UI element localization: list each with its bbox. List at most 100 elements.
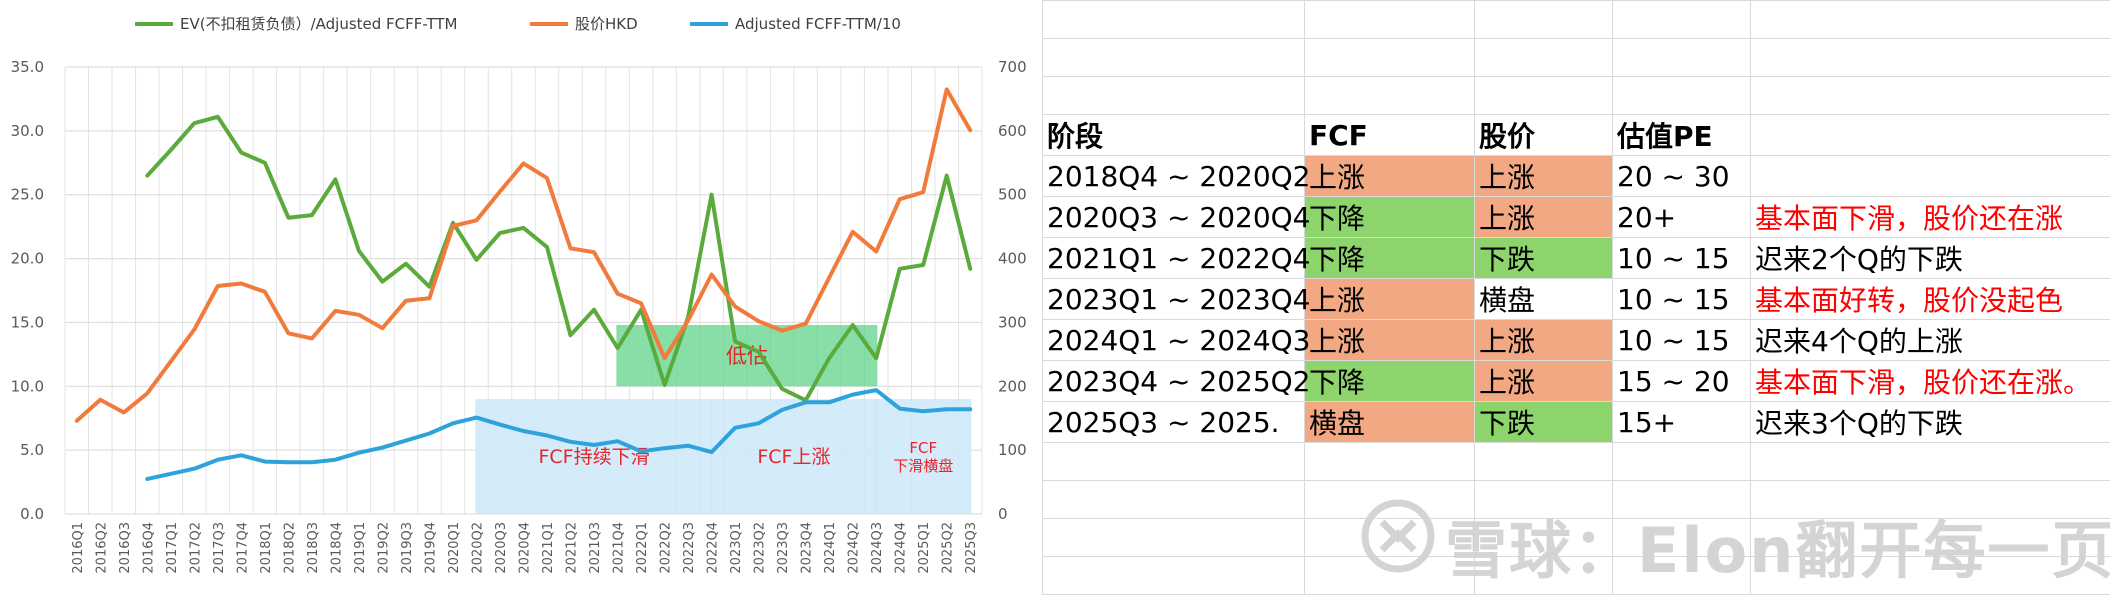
stage-cell[interactable]: 2021Q1 ~ 2022Q4 xyxy=(1042,237,1310,279)
note-cell[interactable]: 基本面下滑，股价还在涨 xyxy=(1750,196,2110,238)
empty-cell[interactable] xyxy=(1612,0,1751,39)
pe-cell[interactable]: 20 ~ 30 xyxy=(1612,155,1751,197)
header-cell[interactable]: FCF xyxy=(1304,114,1475,156)
x-tick-label: 2022Q1 xyxy=(635,522,650,574)
empty-cell[interactable] xyxy=(1042,442,1305,481)
empty-cell[interactable] xyxy=(1304,0,1475,39)
empty-cell[interactable] xyxy=(1042,76,1305,115)
pe-cell[interactable]: 10 ~ 15 xyxy=(1612,319,1751,361)
price-cell[interactable]: 上涨 xyxy=(1474,360,1613,402)
empty-cell[interactable] xyxy=(1750,38,2110,77)
note-cell[interactable] xyxy=(1750,155,2110,197)
empty-cell[interactable] xyxy=(1304,518,1475,557)
empty-cell[interactable] xyxy=(1304,38,1475,77)
empty-cell[interactable] xyxy=(1042,556,1305,595)
fcf-cell[interactable]: 横盘 xyxy=(1304,401,1475,443)
table-row xyxy=(1042,76,2110,115)
x-tick-label: 2016Q2 xyxy=(94,522,109,574)
stage-cell[interactable]: 2023Q4 ~ 2025Q2 xyxy=(1042,360,1310,402)
x-tick-label: 2018Q4 xyxy=(329,522,344,574)
x-tick-label: 2020Q4 xyxy=(518,522,533,574)
price-cell[interactable]: 上涨 xyxy=(1474,319,1613,361)
empty-cell[interactable] xyxy=(1612,556,1751,595)
note-cell[interactable]: 基本面好转，股价没起色 xyxy=(1750,278,2110,320)
empty-cell[interactable] xyxy=(1750,442,2110,481)
empty-cell[interactable] xyxy=(1042,0,1305,39)
empty-cell[interactable] xyxy=(1750,518,2110,557)
annotation-box xyxy=(875,399,972,514)
x-tick-label: 2017Q3 xyxy=(212,522,227,574)
table-row: 2025Q3 ~ 2025. 横盘 下跌 15+ 迟来3个Q的下跌 xyxy=(1042,401,2110,443)
pe-cell[interactable]: 15+ xyxy=(1612,401,1751,443)
empty-cell[interactable] xyxy=(1612,38,1751,77)
header-cell[interactable]: 股价 xyxy=(1474,114,1613,156)
x-tick-label: 2019Q4 xyxy=(423,522,438,574)
empty-cell[interactable] xyxy=(1474,0,1613,39)
stage-cell[interactable]: 2023Q1 ~ 2023Q4 xyxy=(1042,278,1310,320)
note-cell[interactable]: 迟来3个Q的下跌 xyxy=(1750,401,2110,443)
pe-cell[interactable]: 10 ~ 15 xyxy=(1612,278,1751,320)
note-cell[interactable]: 基本面下滑，股价还在涨。 xyxy=(1750,360,2110,402)
empty-cell[interactable] xyxy=(1612,480,1751,519)
price-cell[interactable]: 下跌 xyxy=(1474,401,1613,443)
fcf-cell[interactable]: 上涨 xyxy=(1304,319,1475,361)
table-row: 2023Q4 ~ 2025Q2 下降 上涨 15 ~ 20 基本面下滑，股价还在涨。 xyxy=(1042,360,2110,402)
fcf-cell[interactable]: 上涨 xyxy=(1304,155,1475,197)
annotation-label: FCF上涨 xyxy=(757,446,830,468)
x-tick-label: 2023Q3 xyxy=(776,522,791,574)
empty-cell[interactable] xyxy=(1750,480,2110,519)
fcf-cell[interactable]: 下降 xyxy=(1304,360,1475,402)
price-cell[interactable]: 下跌 xyxy=(1474,237,1613,279)
empty-cell[interactable] xyxy=(1612,76,1751,115)
x-tick-label: 2018Q3 xyxy=(306,522,321,574)
y-right-tick-label: 0 xyxy=(998,505,1008,523)
empty-cell[interactable] xyxy=(1474,38,1613,77)
fcf-cell[interactable]: 下降 xyxy=(1304,196,1475,238)
empty-cell[interactable] xyxy=(1612,518,1751,557)
header-cell[interactable]: 估值PE xyxy=(1612,114,1751,156)
x-tick-label: 2024Q3 xyxy=(870,522,885,574)
y-right-tick-label: 500 xyxy=(998,186,1027,204)
empty-cell[interactable] xyxy=(1474,442,1613,481)
price-cell[interactable]: 横盘 xyxy=(1474,278,1613,320)
pe-cell[interactable]: 15 ~ 20 xyxy=(1612,360,1751,402)
empty-cell[interactable] xyxy=(1304,442,1475,481)
empty-cell[interactable] xyxy=(1750,76,2110,115)
x-tick-label: 2025Q1 xyxy=(917,522,932,574)
fcf-cell[interactable]: 上涨 xyxy=(1304,278,1475,320)
price-cell[interactable]: 上涨 xyxy=(1474,196,1613,238)
stage-cell[interactable]: 2025Q3 ~ 2025. xyxy=(1042,401,1305,443)
table-row xyxy=(1042,518,2110,557)
empty-cell[interactable] xyxy=(1042,480,1305,519)
annotation-label: FCF持续下滑 xyxy=(538,446,649,468)
x-tick-label: 2021Q1 xyxy=(541,522,556,574)
series-line-3 xyxy=(145,388,973,481)
empty-cell[interactable] xyxy=(1304,76,1475,115)
fcf-cell[interactable]: 下降 xyxy=(1304,237,1475,279)
stage-cell[interactable]: 2020Q3 ~ 2020Q4 xyxy=(1042,196,1310,238)
empty-cell[interactable] xyxy=(1474,556,1613,595)
note-cell[interactable]: 迟来2个Q的下跌 xyxy=(1750,237,2110,279)
x-tick-label: 2017Q2 xyxy=(188,522,203,574)
empty-cell[interactable] xyxy=(1042,38,1305,77)
x-tick-label: 2021Q3 xyxy=(588,522,603,574)
y-left-tick-label: 15.0 xyxy=(11,313,44,331)
header-cell[interactable]: 阶段 xyxy=(1042,114,1305,156)
stage-cell[interactable]: 2018Q4 ~ 2020Q2 xyxy=(1042,155,1310,197)
empty-cell[interactable] xyxy=(1750,0,2110,39)
header-cell[interactable] xyxy=(1750,114,2110,156)
empty-cell[interactable] xyxy=(1474,76,1613,115)
note-cell[interactable]: 迟来4个Q的上涨 xyxy=(1750,319,2110,361)
x-tick-label: 2022Q4 xyxy=(706,522,721,574)
empty-cell[interactable] xyxy=(1612,442,1751,481)
pe-cell[interactable]: 10 ~ 15 xyxy=(1612,237,1751,279)
x-tick-label: 2020Q1 xyxy=(447,522,462,574)
pe-cell[interactable]: 20+ xyxy=(1612,196,1751,238)
stage-cell[interactable]: 2024Q1 ~ 2024Q3 xyxy=(1042,319,1310,361)
empty-cell[interactable] xyxy=(1042,518,1305,557)
price-cell[interactable]: 上涨 xyxy=(1474,155,1613,197)
watermark-text: 雪球：Elon翻开每一页 xyxy=(1445,514,2110,587)
table-row xyxy=(1042,38,2110,77)
empty-cell[interactable] xyxy=(1750,556,2110,595)
